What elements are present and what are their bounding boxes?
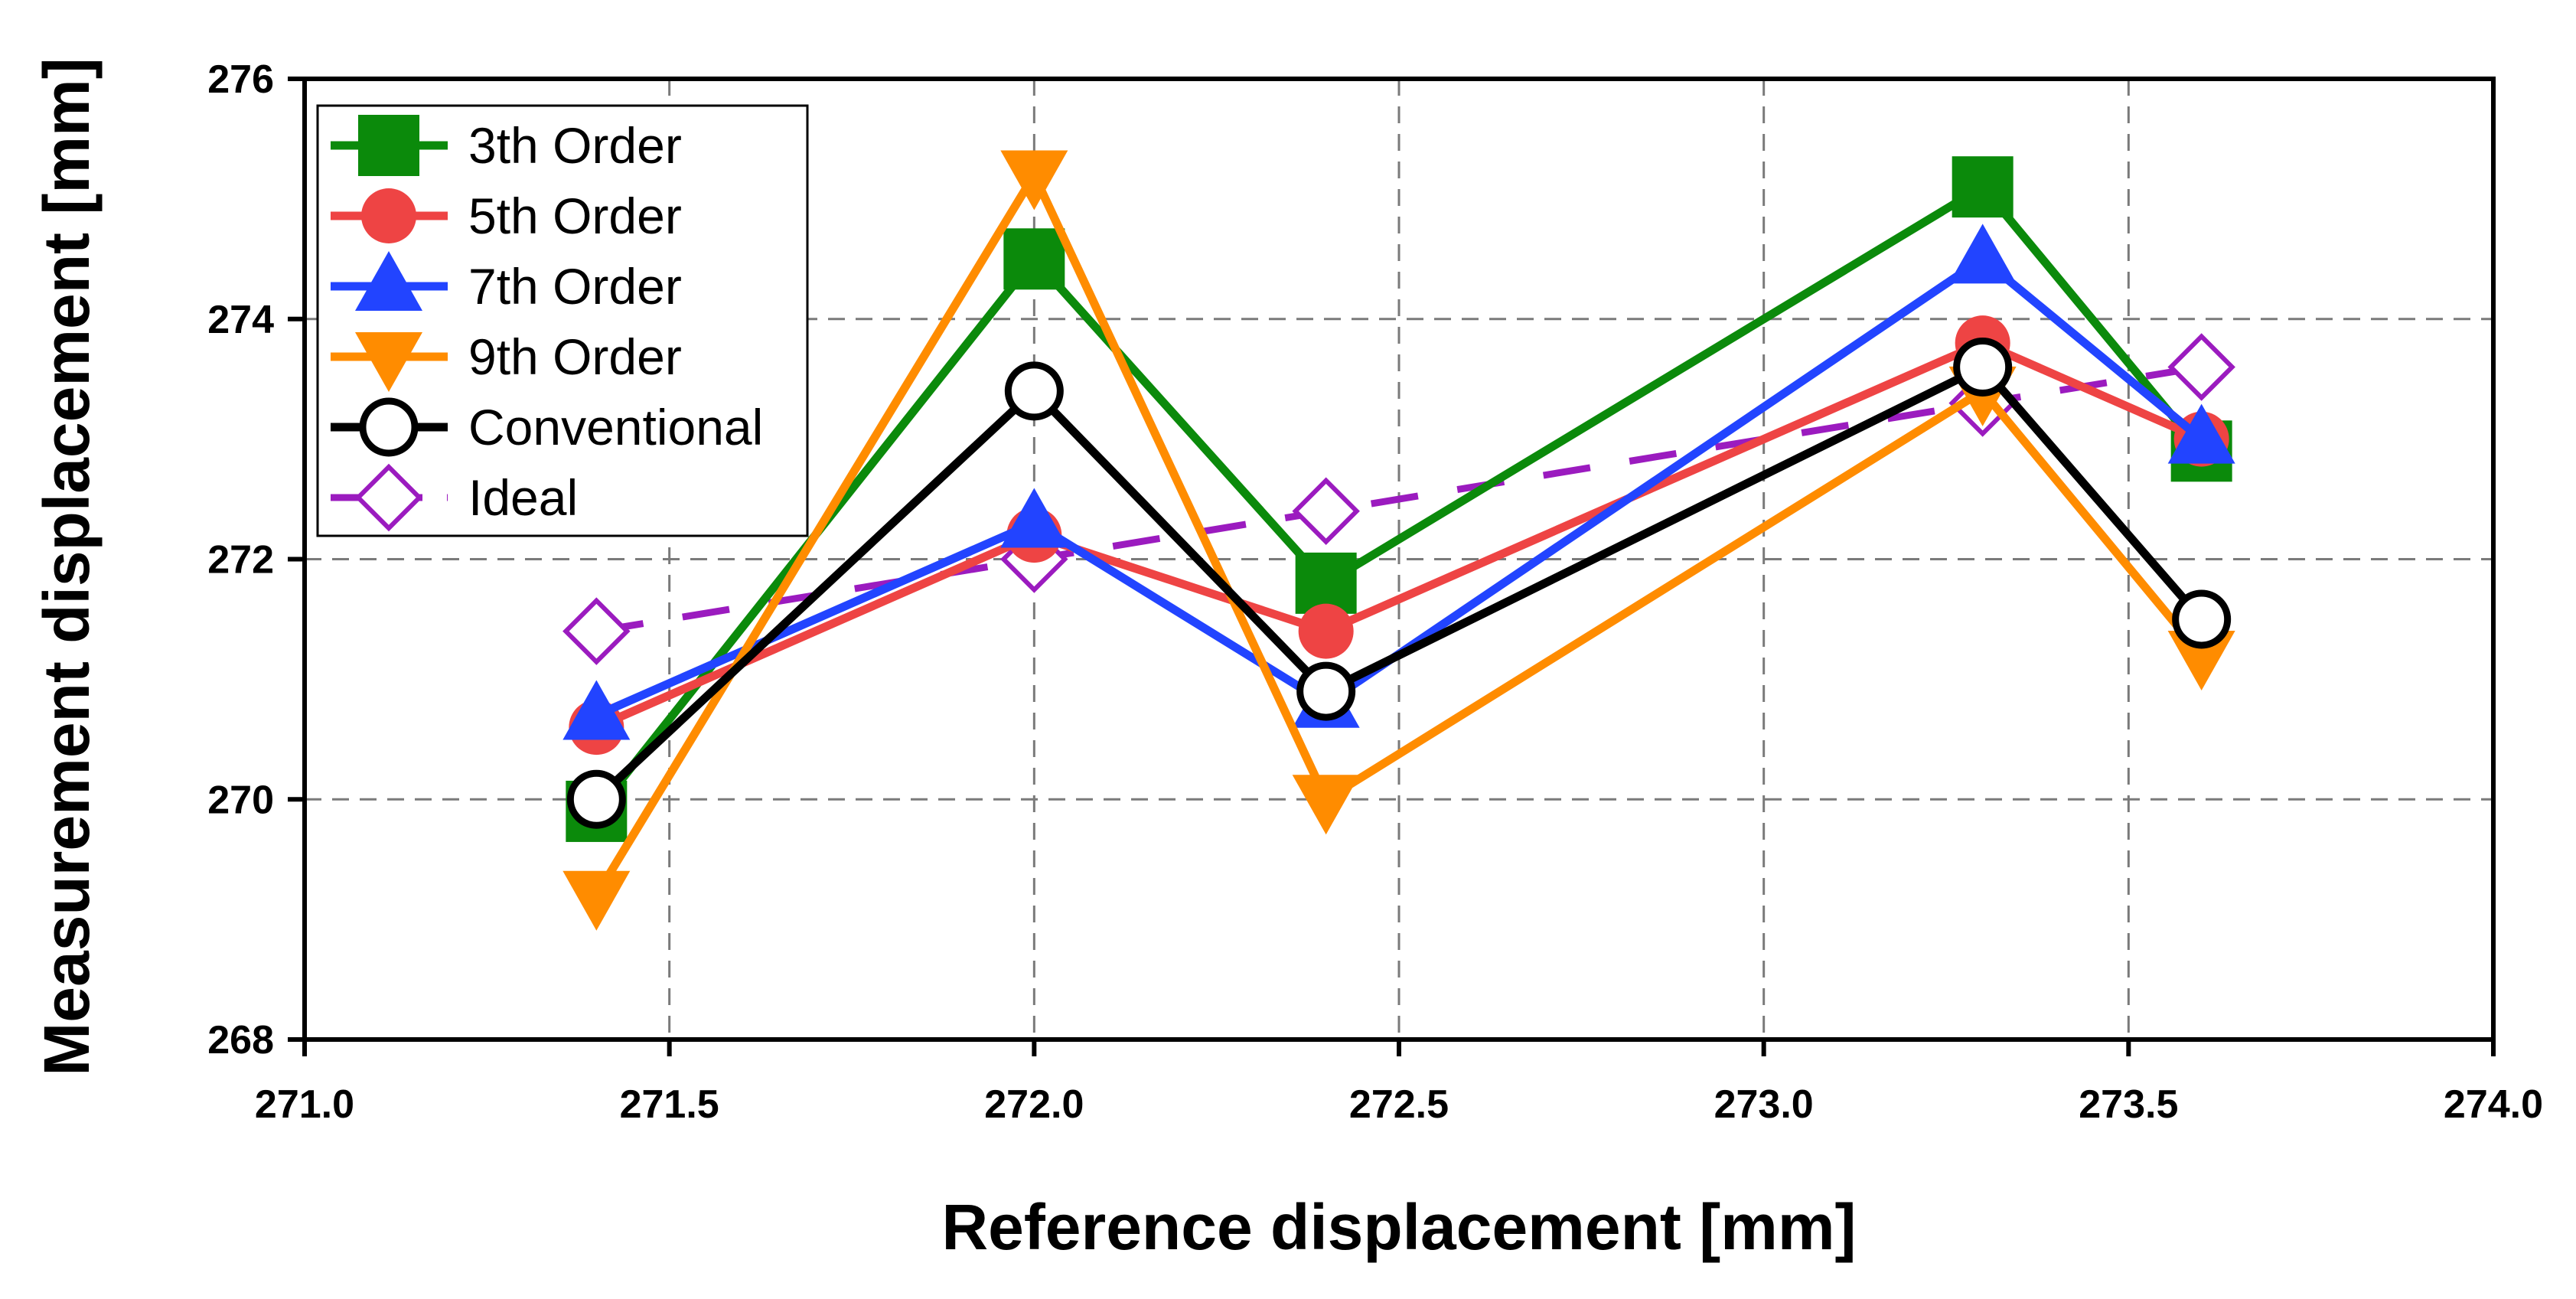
point-9th-order xyxy=(1000,150,1068,211)
legend-item-9th-order: 9th Order xyxy=(331,328,682,392)
point-7th-order xyxy=(562,680,631,740)
legend-label: 7th Order xyxy=(468,258,682,315)
legend-swatch-marker xyxy=(361,188,416,243)
legend-swatch-marker xyxy=(355,332,422,392)
point-conventional xyxy=(1296,661,1356,721)
point-conventional xyxy=(2172,589,2232,649)
x-tick-label: 273.5 xyxy=(2079,1082,2178,1127)
x-axis-title: Reference displacement [mm] xyxy=(941,1191,1856,1263)
legend-label: Conventional xyxy=(468,399,763,455)
series-conventional xyxy=(566,338,2232,829)
legend-label: Ideal xyxy=(468,469,578,526)
legend-item-3th-order: 3th Order xyxy=(331,115,682,176)
x-tick-label: 273.0 xyxy=(1714,1082,1814,1127)
legend-label: 3th Order xyxy=(468,117,682,174)
series-layer xyxy=(562,150,2235,931)
point-conventional xyxy=(1004,361,1064,421)
point-ideal xyxy=(2167,333,2235,401)
point-3th-order xyxy=(1003,228,1065,290)
point-9th-order xyxy=(1292,775,1360,835)
point-7th-order xyxy=(2167,403,2235,464)
point-3th-order xyxy=(1952,156,2014,218)
legend-swatch-marker xyxy=(355,251,422,311)
legend-item-7th-order: 7th Order xyxy=(331,251,682,315)
legend-swatch-marker xyxy=(354,463,423,532)
legend-box xyxy=(316,104,809,537)
legend-swatch-marker xyxy=(358,115,419,176)
y-tick-label: 276 xyxy=(207,57,274,102)
axes: 271.0 271.5 272.0 272.5 273.0 273.5 274.0 268 27… xyxy=(207,57,2543,1127)
legend-label: 5th Order xyxy=(468,188,682,244)
point-conventional xyxy=(1953,338,2013,397)
legend-label: 9th Order xyxy=(468,328,682,385)
legend-item-conventional: Conventional xyxy=(331,397,763,457)
y-axis-title: Measurement displacement [mm] xyxy=(31,57,103,1075)
x-tick-label: 274.0 xyxy=(2444,1082,2543,1127)
legend: 3th Order 5th Order 7th Order 9th Order Conv… xyxy=(316,104,809,537)
point-7th-order xyxy=(1948,224,2017,284)
point-5th-order xyxy=(1298,603,1354,659)
y-tick-label: 270 xyxy=(207,778,274,822)
point-9th-order xyxy=(2167,631,2235,690)
point-ideal xyxy=(562,597,631,665)
x-tick-label: 272.0 xyxy=(984,1082,1084,1127)
legend-item-5th-order: 5th Order xyxy=(331,188,682,244)
point-conventional xyxy=(566,769,626,829)
point-3th-order xyxy=(1295,552,1357,614)
point-9th-order xyxy=(562,870,631,931)
x-tick-label: 271.0 xyxy=(255,1082,354,1127)
y-tick-label: 274 xyxy=(207,298,274,342)
x-tick-label: 271.5 xyxy=(620,1082,719,1127)
grid-lines xyxy=(305,79,2493,1040)
y-tick-label: 268 xyxy=(207,1018,274,1062)
legend-item-ideal: Ideal xyxy=(331,463,578,532)
point-7th-order xyxy=(1000,488,1068,548)
x-tick-label: 272.5 xyxy=(1349,1082,1449,1127)
y-tick-label: 272 xyxy=(207,538,274,583)
point-ideal xyxy=(1292,477,1360,545)
legend-swatch-marker xyxy=(359,397,419,457)
